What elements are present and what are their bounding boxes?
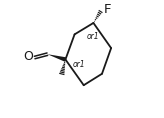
Text: F: F <box>104 3 111 16</box>
Text: or1: or1 <box>73 60 85 69</box>
Text: O: O <box>23 50 33 63</box>
Polygon shape <box>47 54 66 62</box>
Text: or1: or1 <box>87 32 99 41</box>
